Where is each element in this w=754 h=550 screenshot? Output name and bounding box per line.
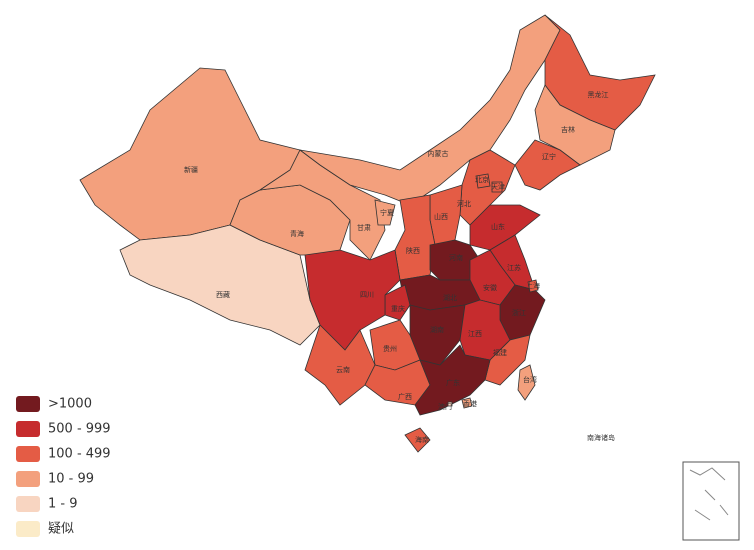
legend-swatch (16, 421, 40, 437)
province-label: 西藏 (216, 290, 230, 299)
province-label: 新疆 (184, 165, 198, 174)
province (374, 199, 396, 226)
legend-label: 500 - 999 (48, 422, 111, 437)
province-label: 贵州 (383, 344, 397, 353)
legend-swatch (16, 496, 40, 512)
province-label: 台湾 (523, 375, 537, 384)
legend-swatch (16, 521, 40, 537)
province (475, 173, 491, 189)
province-label: 湖北 (443, 293, 457, 302)
province (534, 84, 616, 166)
province-label: 安徽 (483, 283, 497, 292)
legend-swatch (16, 446, 40, 462)
province-label: 陕西 (406, 246, 420, 255)
province (404, 427, 431, 453)
legend-label: 100 - 499 (48, 447, 111, 462)
province (514, 139, 581, 191)
province-label: 吉林 (561, 125, 575, 134)
legend-swatch (16, 396, 40, 412)
province-label: 北京 (475, 175, 489, 184)
province-label: 湖南 (430, 325, 444, 334)
province-label: 福建 (493, 348, 507, 357)
province-label: 海南 (415, 435, 429, 444)
province-label: 广西 (398, 392, 412, 401)
province-label: 内蒙古 (428, 149, 449, 158)
province-label: 江苏 (507, 263, 521, 272)
province-label: 甘肃 (357, 223, 371, 232)
legend-label: 1 - 9 (48, 497, 78, 512)
province-label: 天津 (491, 183, 505, 191)
inset-box (682, 461, 740, 541)
legend-label: 10 - 99 (48, 472, 94, 487)
province-label: 山西 (434, 212, 448, 221)
province-label: 青海 (290, 229, 304, 238)
province-label: 重庆 (391, 304, 405, 313)
province-label: 江西 (468, 330, 482, 338)
province-label: 河北 (457, 200, 471, 208)
province-label: 澳门 (438, 402, 452, 411)
inset-islands (689, 467, 729, 521)
province-label: 上海 (526, 281, 540, 290)
province-label: 广东 (446, 378, 460, 387)
province (414, 344, 491, 416)
province-label: 黑龙江 (588, 90, 609, 99)
province (304, 249, 401, 351)
province (461, 397, 473, 409)
province (517, 364, 536, 401)
province-label: 四川 (360, 291, 374, 299)
province-label: 河南 (449, 253, 463, 262)
province-label: 辽宁 (542, 152, 556, 161)
legend-label: 疑似 (48, 521, 74, 537)
legend-label: >1000 (48, 397, 92, 412)
province (527, 279, 539, 293)
province (394, 194, 436, 281)
province-label: 浙江 (512, 308, 526, 317)
province (447, 401, 453, 407)
province (491, 181, 503, 193)
province-label: 山东 (491, 222, 505, 231)
province-label: 云南 (336, 365, 350, 374)
province (469, 204, 541, 251)
province-label: 香港 (463, 399, 477, 408)
inset-label: 南海诸岛 (587, 433, 615, 442)
province-label: 宁夏 (380, 208, 394, 217)
legend-swatch (16, 471, 40, 487)
